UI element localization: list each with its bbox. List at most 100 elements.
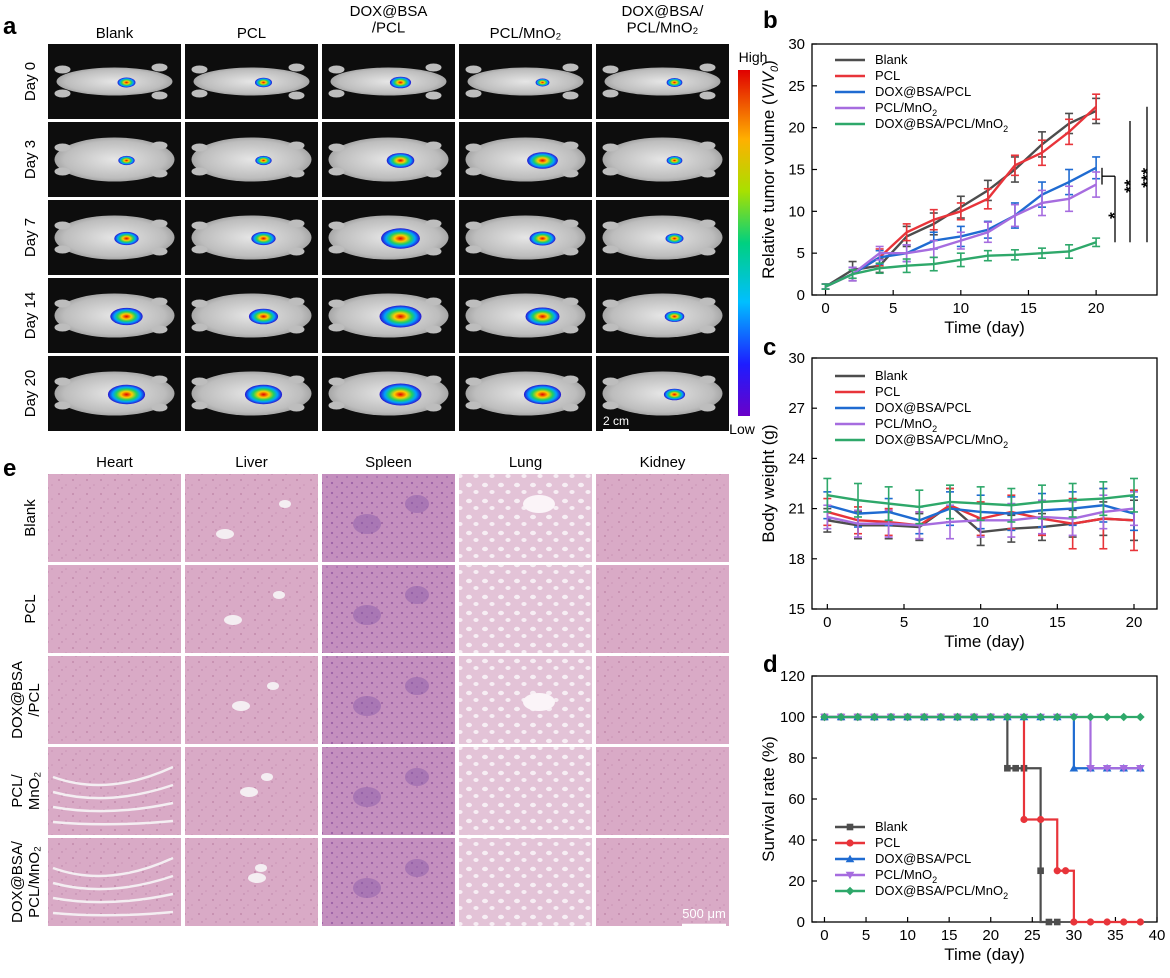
- fluorescence-signal: [107, 384, 146, 405]
- panel-letter-c: c: [763, 334, 776, 361]
- data-marker-diamond: [853, 712, 863, 722]
- legend-label: DOX@BSA/PCL: [875, 851, 971, 866]
- colorbar: [738, 70, 750, 416]
- data-marker-diamond: [953, 712, 962, 722]
- tissue-section: [185, 565, 318, 653]
- imaging-cell: [48, 356, 181, 431]
- data-marker-diamond: [820, 712, 829, 722]
- data-marker-square: [1012, 764, 1019, 772]
- data-marker-diamond: [1119, 712, 1129, 722]
- mouse-limb: [602, 221, 619, 230]
- mouse-limb: [191, 245, 208, 254]
- spleen-follicle: [353, 696, 381, 716]
- legend-label: PCL: [875, 68, 900, 83]
- histology-scale-bar-label: 500 μm: [682, 906, 726, 921]
- mouse-limb: [151, 247, 168, 256]
- series-line: [827, 494, 1135, 509]
- mouse-limb: [54, 299, 71, 308]
- data-marker-diamond: [836, 712, 846, 722]
- data-marker-diamond: [1136, 712, 1145, 722]
- mouse-limb: [699, 325, 716, 334]
- series-line: [824, 715, 1141, 770]
- mouse-limb: [562, 247, 579, 256]
- data-marker-diamond: [1086, 712, 1095, 722]
- tissue-section: [596, 565, 729, 653]
- x-tick-label: 20: [982, 927, 999, 944]
- tissue-section: [322, 656, 455, 744]
- imaging-cell: [48, 278, 181, 353]
- x-tick-label: 15: [1049, 614, 1066, 631]
- mouse-limb: [328, 89, 345, 98]
- liver-vessel: [232, 701, 250, 711]
- data-marker-diamond: [870, 712, 879, 722]
- data-marker-diamond: [1019, 712, 1029, 722]
- data-marker-diamond: [903, 712, 912, 722]
- mouse-limb: [328, 401, 345, 410]
- histology-image: [459, 565, 592, 653]
- row-label-3: Day 7: [22, 218, 39, 257]
- fluorescence-signal: [389, 76, 412, 89]
- organ-label-2: Liver: [235, 454, 268, 471]
- legend-label: DOX@BSA/PCL: [875, 400, 971, 415]
- heart-tissue-crack: [52, 874, 174, 891]
- histology-image: [322, 838, 455, 926]
- tissue-section: [322, 838, 455, 926]
- mouse-limb: [602, 65, 619, 74]
- legend-label: DOX@BSA/PCL/MnO2: [875, 432, 1008, 450]
- mouse-limb: [54, 221, 71, 230]
- histology-image: [596, 747, 729, 835]
- heart-tissue-crack: [52, 783, 174, 800]
- legend-entry: PCL: [835, 384, 900, 399]
- imaging-cell: [596, 356, 729, 431]
- lung-airway: [523, 495, 555, 513]
- mouse-limb: [54, 143, 71, 152]
- heart-tissue-crack: [52, 801, 174, 813]
- tissue-section: [48, 656, 181, 744]
- mouse-limb: [465, 221, 482, 230]
- liver-vessel: [255, 864, 267, 872]
- legend-label: PCL/MnO2: [875, 416, 937, 434]
- series-DOX@BSA/PCL/MnO₂: [823, 477, 1138, 525]
- fluorescence-signal: [117, 77, 136, 88]
- imaging-cell: [185, 278, 318, 353]
- mouse-limb: [425, 141, 442, 150]
- spleen-follicle: [405, 677, 429, 695]
- y-tick-label: 20: [788, 873, 805, 890]
- tissue-section: [322, 565, 455, 653]
- x-tick-label: 5: [862, 927, 870, 944]
- heart-tissue-crack: [52, 765, 174, 787]
- mouse-limb: [699, 375, 716, 384]
- legend-label: Blank: [875, 368, 908, 383]
- liver-vessel: [240, 787, 258, 797]
- histology-image: [596, 838, 729, 926]
- x-tick-label: 0: [823, 614, 831, 631]
- mouse-body: [56, 67, 173, 96]
- mouse-limb: [328, 167, 345, 176]
- tissue-section: [48, 838, 181, 926]
- mouse-limb: [465, 299, 482, 308]
- liver-vessel: [216, 529, 234, 539]
- row-label-5: Day 20: [22, 370, 39, 418]
- legend-label: Blank: [875, 819, 908, 834]
- mouse-limb: [151, 375, 168, 384]
- imaging-cell: [596, 200, 729, 275]
- mouse-limb: [562, 297, 579, 306]
- fluorescence-signal: [666, 156, 683, 165]
- column-label-4: PCL/MnO₂: [490, 25, 562, 42]
- histology-row-label-2: PCL: [22, 594, 39, 623]
- y-tick-label: 30: [788, 36, 805, 53]
- series-line: [825, 183, 1097, 288]
- legend-label: DOX@BSA/PCL/MnO2: [875, 116, 1008, 134]
- data-marker-diamond: [936, 712, 946, 722]
- histology-image: [459, 747, 592, 835]
- mouse-limb: [54, 89, 71, 98]
- x-tick-label: 20: [1126, 614, 1143, 631]
- mouse-limb: [699, 63, 716, 72]
- legend-entry: DOX@BSA/PCL/MnO2: [835, 116, 1008, 134]
- x-tick-label: 15: [1020, 300, 1037, 317]
- y-tick-label: 15: [788, 601, 805, 618]
- legend-entry: DOX@BSA/PCL/MnO2: [835, 432, 1008, 450]
- tissue-section: [322, 474, 455, 562]
- mouse-limb: [465, 143, 482, 152]
- data-marker-circle: [1037, 815, 1045, 824]
